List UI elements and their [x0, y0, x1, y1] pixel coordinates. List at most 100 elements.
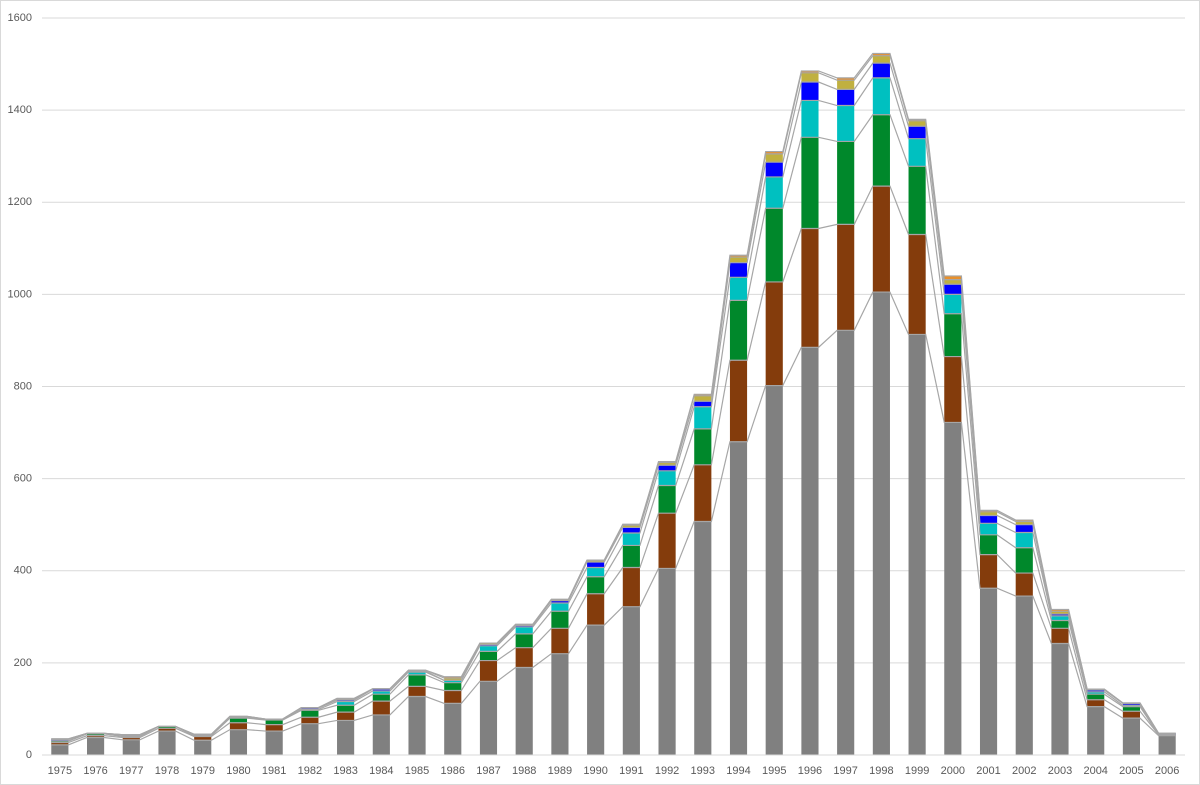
bar-segment	[87, 737, 105, 755]
x-tick-label: 2006	[1155, 765, 1179, 777]
x-tick-label: 1990	[583, 765, 607, 777]
bar-segment	[729, 277, 748, 301]
bar-segment	[837, 105, 855, 142]
bar-segment	[658, 462, 676, 466]
bar-segment	[979, 510, 998, 512]
bar-segment	[479, 644, 498, 646]
x-tick-label: 1988	[512, 765, 536, 777]
series-line	[51, 291, 1176, 746]
bar-segment	[622, 525, 640, 528]
bar-segment	[1051, 614, 1069, 616]
bar-segment	[765, 176, 783, 209]
bar-segment	[1051, 628, 1069, 644]
bar-segment	[1122, 718, 1140, 755]
x-tick-label: 1978	[155, 765, 179, 777]
bar-segment	[444, 690, 462, 704]
bar-segment	[301, 710, 319, 718]
bar-segment	[337, 700, 355, 702]
x-tick-label: 1983	[333, 765, 357, 777]
bar-segment	[801, 72, 819, 83]
bar-segment	[194, 736, 212, 741]
bar-segment	[1087, 691, 1105, 695]
bar-segment	[444, 682, 462, 691]
bar-segment	[1015, 547, 1033, 574]
bar-segment	[1015, 532, 1033, 548]
bar-segment	[837, 141, 855, 225]
bar-segment	[229, 729, 248, 755]
bar-segment	[908, 119, 926, 121]
bar-segment	[265, 731, 283, 755]
bar-segment	[194, 740, 212, 755]
y-tick-label: 200	[14, 657, 32, 669]
x-tick-label: 1985	[405, 765, 429, 777]
bar-segment	[551, 611, 569, 629]
bar-segment	[979, 511, 998, 516]
bar-segment	[622, 567, 640, 607]
bar-segment	[1122, 711, 1140, 719]
bar-segment	[694, 394, 712, 396]
y-tick-label: 0	[26, 749, 32, 761]
bar-segment	[479, 645, 498, 652]
bar-segment	[479, 651, 498, 661]
bar-segment	[1015, 596, 1033, 755]
x-tick-label: 1992	[655, 765, 679, 777]
bar-segment	[765, 208, 783, 282]
bar-segment	[622, 545, 640, 568]
bar-segment	[158, 726, 176, 729]
bar-segment	[944, 356, 962, 423]
bar-segment	[444, 680, 462, 683]
bar-segment	[729, 262, 748, 278]
bar-segment	[658, 470, 676, 486]
bar-segment	[444, 703, 462, 755]
bar-segment	[265, 719, 283, 725]
bar-segment	[408, 674, 426, 687]
bar-segment	[551, 600, 569, 603]
x-tick-label: 1999	[905, 765, 929, 777]
bar-segment	[944, 275, 962, 280]
bar-segment	[729, 300, 748, 361]
bar-segment	[979, 515, 998, 524]
series-line	[51, 52, 1176, 740]
bar-segment	[801, 70, 819, 73]
bar-segment	[694, 521, 712, 755]
bar-segment	[1158, 735, 1176, 755]
bar-segment	[837, 77, 855, 81]
bar-segment	[1087, 694, 1105, 700]
bar-segment	[551, 602, 569, 612]
bar-segment	[1122, 703, 1140, 706]
y-tick-label: 1400	[8, 104, 32, 116]
bar-segment	[1087, 706, 1105, 755]
bar-segment	[337, 701, 355, 706]
bar-segment	[801, 82, 819, 101]
bar-segment	[515, 633, 533, 648]
bar-segment	[837, 224, 855, 331]
x-tick-label: 1995	[762, 765, 786, 777]
bar-segment	[801, 137, 819, 229]
bar-segment	[444, 676, 462, 679]
bar-segment	[229, 718, 248, 723]
bar-segment	[658, 485, 676, 514]
bar-segment	[158, 728, 176, 732]
bar-segment	[551, 599, 569, 601]
bar-segment	[658, 465, 676, 471]
x-tick-label: 2000	[941, 765, 965, 777]
bar-segment	[944, 284, 962, 295]
bar-segment	[801, 228, 819, 348]
bar-segment	[337, 712, 355, 721]
bar-segment	[1051, 611, 1069, 615]
bar-segment	[301, 723, 319, 755]
bar-segment	[1015, 573, 1033, 597]
bar-segment	[729, 257, 748, 263]
bar-segment	[587, 560, 605, 562]
bar-segment	[372, 694, 390, 702]
x-tick-label: 1989	[548, 765, 572, 777]
bar-segment	[122, 739, 140, 755]
bar-segment	[372, 689, 390, 691]
y-tick-label: 400	[14, 565, 32, 577]
bar-segment	[765, 153, 783, 163]
bar-segment	[729, 360, 748, 442]
series-line	[51, 185, 1176, 744]
bar-segment	[944, 279, 962, 285]
y-tick-label: 1200	[8, 196, 32, 208]
